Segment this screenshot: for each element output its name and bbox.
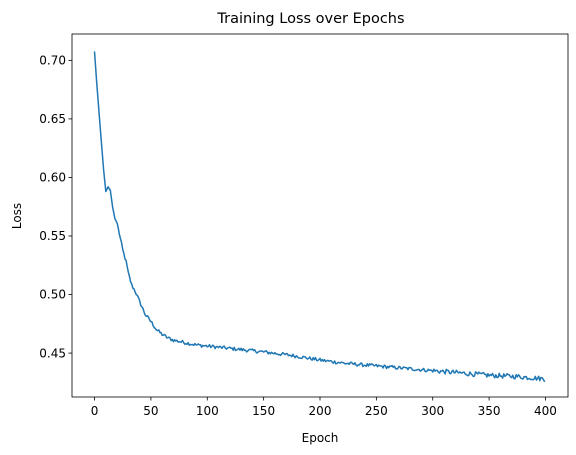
x-tick-label: 150 xyxy=(252,404,275,418)
y-tick-label: 0.70 xyxy=(39,54,66,68)
x-tick-label: 400 xyxy=(534,404,557,418)
x-tick-label: 50 xyxy=(143,404,158,418)
x-axis-ticks: 0 50 100 150 200 250 300 350 400 xyxy=(91,397,557,418)
y-axis-ticks: 0.45 0.50 0.55 0.60 0.65 0.70 xyxy=(39,54,72,360)
series-line-loss xyxy=(93,51,546,383)
x-tick-label: 250 xyxy=(365,404,388,418)
x-tick-label: 0 xyxy=(91,404,99,418)
x-tick-label: 300 xyxy=(421,404,444,418)
x-tick-label: 100 xyxy=(196,404,219,418)
chart-title: Training Loss over Epochs xyxy=(216,11,404,27)
y-tick-label: 0.55 xyxy=(39,229,66,243)
y-tick-label: 0.45 xyxy=(39,346,66,360)
x-tick-label: 200 xyxy=(309,404,332,418)
y-axis-label: Loss xyxy=(10,203,24,229)
y-tick-label: 0.50 xyxy=(39,288,66,302)
y-tick-label: 0.60 xyxy=(39,171,66,185)
x-tick-label: 350 xyxy=(478,404,501,418)
x-axis-label: Epoch xyxy=(302,431,339,445)
y-tick-label: 0.65 xyxy=(39,112,66,126)
plot-area xyxy=(93,51,546,383)
